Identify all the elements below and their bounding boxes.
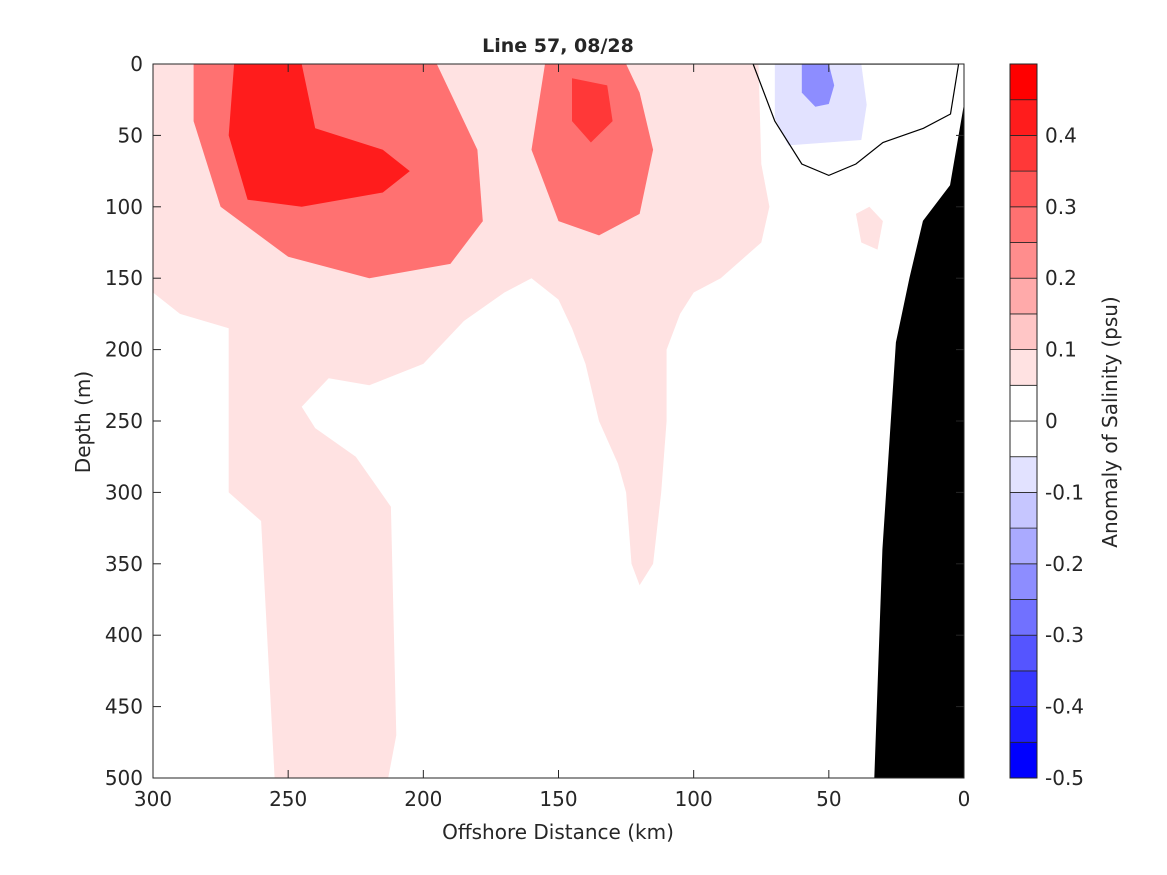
x-tick-label: 250 bbox=[269, 787, 307, 811]
x-tick-label: 200 bbox=[404, 787, 442, 811]
colorbar-segment bbox=[1009, 706, 1038, 743]
colorbar-segment bbox=[1009, 634, 1038, 672]
colorbar-segment bbox=[1009, 527, 1038, 565]
colorbar-tick-label: 0.1 bbox=[1045, 338, 1077, 362]
x-tick-label: 50 bbox=[816, 787, 841, 811]
x-tick-label: 100 bbox=[675, 787, 713, 811]
y-tick-label: 100 bbox=[105, 195, 143, 219]
y-tick-label: 500 bbox=[105, 766, 143, 790]
colorbar-segment bbox=[1009, 599, 1038, 636]
colorbar-segment bbox=[1009, 670, 1038, 708]
colorbar-segment bbox=[1009, 420, 1038, 458]
colorbar-segment bbox=[1009, 313, 1038, 350]
colorbar-tick-label: 0 bbox=[1045, 409, 1058, 433]
x-axis-ticks: 300 250 200 150 100 50 0 bbox=[134, 64, 970, 811]
colorbar-tick-label: -0.4 bbox=[1045, 695, 1084, 719]
colorbar-segment bbox=[1009, 491, 1038, 529]
x-tick-label: 150 bbox=[539, 787, 577, 811]
colorbar bbox=[1009, 63, 1038, 779]
colorbar-segment bbox=[1009, 134, 1038, 172]
colorbar-segment bbox=[1009, 456, 1038, 493]
y-tick-label: 250 bbox=[105, 409, 143, 433]
x-tick-label: 0 bbox=[958, 787, 971, 811]
colorbar-segment bbox=[1009, 170, 1038, 208]
y-tick-label: 300 bbox=[105, 480, 143, 504]
y-tick-label: 200 bbox=[105, 338, 143, 362]
chart-title: Line 57, 08/28 bbox=[482, 35, 634, 57]
colorbar-segment bbox=[1009, 563, 1038, 600]
contour-coastal-negative-zero-contour bbox=[752, 64, 960, 177]
y-tick-label: 450 bbox=[105, 695, 143, 719]
colorbar-tick-label: 0.4 bbox=[1045, 123, 1077, 147]
colorbar-tick-label: 0.2 bbox=[1045, 266, 1077, 290]
y-axis-ticks: 0 50 100 150 200 250 300 350 400 450 500 bbox=[105, 52, 964, 790]
contour-small-positive-patch bbox=[855, 206, 883, 250]
y-tick-label: 400 bbox=[105, 623, 143, 647]
colorbar-segment bbox=[1009, 99, 1038, 136]
y-tick-label: 150 bbox=[105, 266, 143, 290]
colorbar-frame bbox=[1009, 63, 1038, 779]
colorbar-tick-label: -0.3 bbox=[1045, 623, 1084, 647]
contour-lines bbox=[752, 64, 960, 177]
contour-mid-core bbox=[572, 78, 613, 143]
contour-offshore-core bbox=[228, 64, 410, 207]
colorbar-segment bbox=[1009, 63, 1038, 101]
colorbar-segment bbox=[1009, 741, 1038, 779]
colorbar-label: Anomaly of Salinity (psu) bbox=[1098, 296, 1122, 547]
colorbar-tick-label: -0.2 bbox=[1045, 552, 1084, 576]
y-tick-label: 350 bbox=[105, 552, 143, 576]
colorbar-ticks: 0.4 0.3 0.2 0.1 0 -0.1 -0.2 -0.3 -0.4 -0.5 bbox=[1045, 123, 1084, 790]
contour-mid-lobe bbox=[531, 64, 654, 236]
colorbar-segment bbox=[1009, 349, 1038, 386]
colorbar-tick-label: -0.5 bbox=[1045, 766, 1084, 790]
x-axis-label: Offshore Distance (km) bbox=[442, 820, 674, 844]
colorbar-tick-label: -0.1 bbox=[1045, 480, 1084, 504]
colorbar-segment bbox=[1009, 384, 1038, 422]
contour-fills bbox=[153, 64, 964, 778]
colorbar-segment bbox=[1009, 242, 1038, 279]
y-axis-label: Depth (m) bbox=[71, 371, 95, 473]
colorbar-segment bbox=[1009, 277, 1038, 315]
plot-area bbox=[152, 63, 965, 779]
y-tick-label: 50 bbox=[118, 123, 143, 147]
contour-coastal-negative-core bbox=[801, 64, 835, 107]
x-tick-label: 300 bbox=[134, 787, 172, 811]
y-tick-label: 0 bbox=[130, 52, 143, 76]
colorbar-tick-label: 0.3 bbox=[1045, 195, 1077, 219]
colorbar-segment bbox=[1009, 206, 1038, 243]
